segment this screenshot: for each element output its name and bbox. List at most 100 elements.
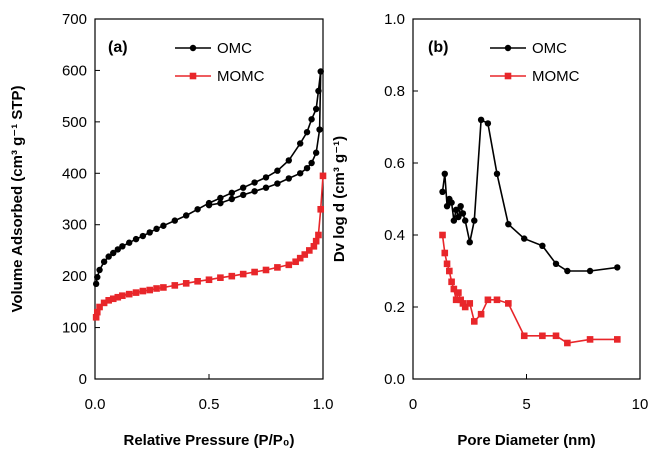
series-omc	[92, 68, 324, 288]
data-point	[450, 285, 458, 293]
data-point	[564, 339, 571, 347]
data-point	[183, 212, 190, 219]
data-point	[441, 249, 449, 257]
data-point	[119, 243, 126, 250]
data-point	[171, 217, 178, 224]
data-point	[285, 261, 293, 269]
data-point	[459, 210, 467, 217]
data-point	[539, 242, 546, 249]
data-point	[448, 199, 455, 206]
data-point	[466, 239, 473, 246]
data-point	[477, 310, 485, 318]
data-point	[315, 231, 322, 239]
data-point	[105, 253, 112, 260]
data-point	[139, 287, 147, 295]
data-point	[312, 105, 320, 113]
data-point	[484, 296, 492, 304]
data-point	[312, 237, 320, 245]
y-axis-title: Volume Adsorbed (cm³ g⁻¹ STP)	[9, 85, 26, 312]
series-momc	[439, 231, 621, 347]
data-point	[484, 120, 492, 127]
data-point	[317, 205, 325, 213]
data-point	[251, 179, 258, 186]
data-point	[297, 140, 304, 147]
legend-label: MOMC	[217, 68, 265, 85]
series-line	[441, 234, 618, 344]
data-point	[251, 188, 258, 195]
legend-label: OMC	[217, 40, 252, 57]
data-point	[466, 300, 474, 307]
data-point	[139, 232, 147, 240]
data-point	[448, 278, 455, 286]
data-point	[296, 254, 304, 262]
legend-label: OMC	[532, 40, 567, 57]
data-point	[310, 243, 318, 250]
legend-entry: MOMC	[175, 68, 265, 85]
data-point	[455, 213, 462, 221]
data-point	[452, 296, 460, 304]
data-point	[459, 300, 467, 307]
panel-label: (b)	[428, 39, 448, 56]
series-line	[441, 118, 618, 272]
data-point	[171, 282, 179, 289]
data-point	[455, 289, 462, 296]
y-tick-label: 300	[62, 217, 87, 234]
data-point	[153, 285, 160, 292]
data-point	[539, 332, 546, 340]
data-point	[228, 189, 235, 197]
data-point	[439, 188, 446, 195]
data-point	[146, 286, 154, 294]
data-point	[240, 184, 247, 191]
y-tick-label: 600	[62, 62, 87, 79]
data-point	[126, 239, 133, 246]
legend-marker	[504, 44, 512, 52]
legend-marker	[504, 72, 512, 80]
data-point	[614, 264, 621, 271]
data-point	[217, 194, 224, 202]
series-momc	[92, 172, 327, 321]
data-point	[92, 280, 100, 288]
y-tick-label: 1.0	[384, 11, 405, 28]
data-point	[443, 260, 451, 268]
x-axis-title: Relative Pressure (P/P₀)	[123, 432, 294, 449]
x-tick-label: 0.0	[85, 396, 106, 413]
data-point	[93, 308, 101, 316]
legend-entry: OMC	[490, 40, 567, 57]
data-point	[217, 274, 224, 281]
data-point	[160, 222, 167, 229]
data-point	[505, 221, 512, 228]
data-point	[262, 174, 270, 181]
data-point	[446, 267, 453, 275]
data-point	[308, 116, 315, 123]
data-point	[239, 270, 247, 278]
data-point	[586, 267, 594, 275]
data-point	[274, 180, 281, 187]
y-tick-label: 100	[62, 320, 87, 337]
data-point	[92, 313, 100, 321]
x-axis-title: Pore Diameter (nm)	[457, 432, 595, 449]
data-point	[114, 293, 122, 301]
data-point	[228, 195, 235, 203]
data-point	[521, 235, 528, 242]
y-tick-label: 0.2	[384, 299, 405, 316]
x-tick-label: 0.5	[199, 396, 220, 413]
x-tick-label: 1.0	[313, 396, 334, 413]
data-point	[205, 276, 213, 284]
data-point	[285, 175, 292, 182]
x-tick-label: 0	[409, 396, 417, 413]
data-point	[205, 201, 213, 209]
data-point	[132, 235, 140, 243]
data-point	[614, 336, 621, 343]
data-point	[94, 273, 101, 281]
x-tick-label: 10	[632, 396, 649, 413]
data-point	[160, 284, 167, 291]
y-tick-label: 0.8	[384, 83, 405, 100]
data-point	[285, 157, 292, 164]
x-tick-label: 5	[522, 396, 530, 413]
data-point	[119, 292, 126, 299]
data-point	[452, 206, 460, 213]
data-point	[493, 296, 501, 304]
data-point	[520, 332, 528, 340]
y-tick-label: 0	[79, 371, 87, 388]
